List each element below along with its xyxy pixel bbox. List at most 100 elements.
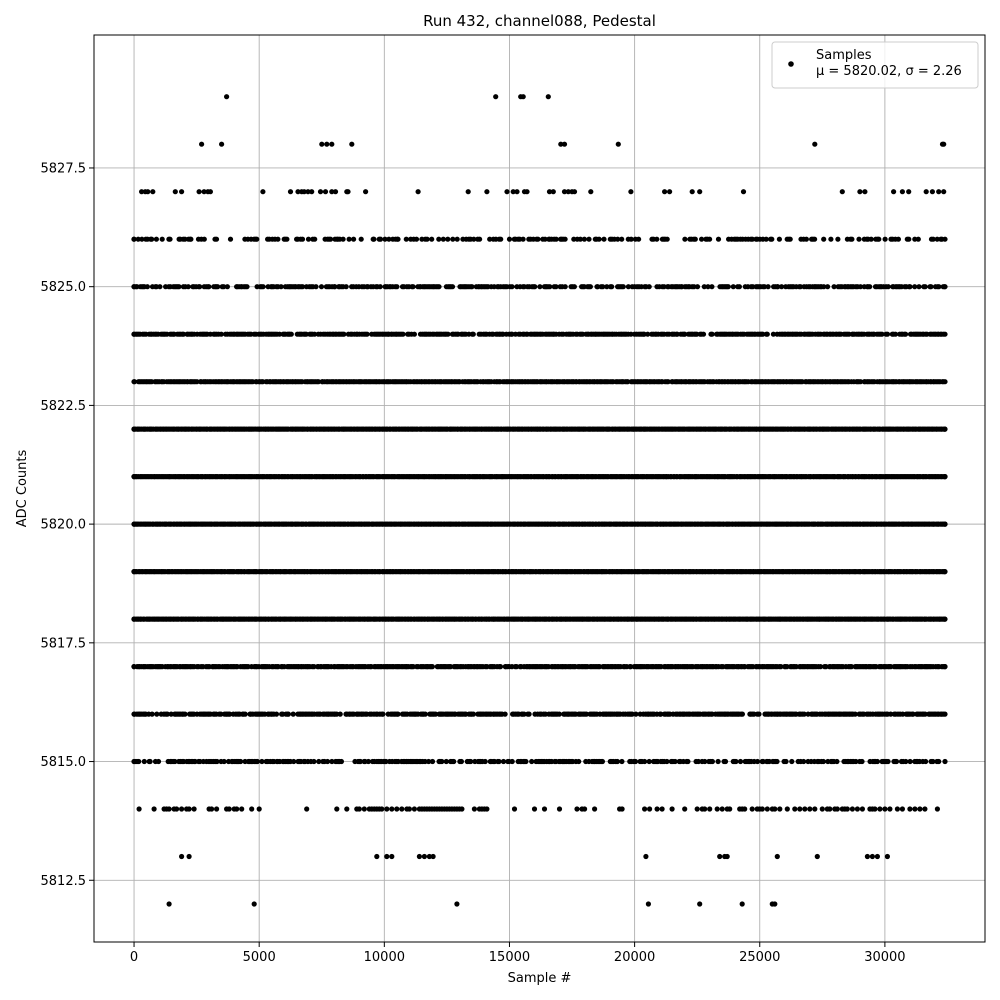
grid-layer — [94, 35, 985, 942]
sample-point — [739, 711, 746, 717]
sample-point — [772, 901, 778, 907]
sample-point — [643, 853, 649, 860]
sample-point — [583, 711, 590, 717]
sample-point — [754, 758, 761, 765]
sample-point — [227, 711, 233, 717]
sample-point — [470, 331, 476, 337]
sample-point — [742, 806, 748, 812]
sample-point — [942, 711, 948, 717]
sample-point — [151, 806, 157, 812]
sample-point — [814, 853, 820, 860]
sample-point — [374, 853, 380, 860]
sample-point — [218, 711, 224, 717]
sample-point — [733, 758, 739, 765]
sample-point — [273, 711, 280, 717]
sample-point — [191, 806, 197, 812]
sample-point — [709, 331, 715, 337]
sample-point — [166, 806, 172, 812]
sample-point — [433, 711, 439, 717]
sample-point — [131, 711, 137, 717]
sample-point — [942, 379, 948, 385]
sample-point — [669, 806, 675, 812]
sample-point — [749, 806, 755, 812]
sample-point — [848, 664, 855, 670]
sample-point — [759, 806, 765, 812]
sample-point — [659, 806, 665, 812]
samples-series — [131, 94, 948, 907]
sample-point — [802, 806, 808, 812]
sample-point — [411, 331, 417, 337]
sample-point — [502, 711, 508, 717]
sample-point — [556, 711, 562, 717]
sample-point — [526, 711, 532, 717]
sample-point — [399, 806, 405, 812]
sample-point — [290, 711, 296, 717]
sample-point — [942, 616, 948, 622]
sample-point — [817, 664, 824, 670]
sample-point — [614, 758, 621, 765]
sample-point — [852, 711, 858, 717]
sample-point — [778, 664, 784, 670]
sample-point — [214, 758, 220, 765]
sample-point — [344, 806, 350, 812]
sample-point — [694, 806, 700, 812]
sample-point — [459, 806, 465, 812]
sample-point — [792, 806, 798, 812]
sample-point — [164, 711, 170, 717]
sample-point — [700, 331, 707, 337]
sample-point — [337, 711, 343, 717]
sample-point — [789, 758, 795, 765]
sample-point — [497, 664, 504, 670]
sample-point — [834, 806, 840, 812]
sample-point — [714, 806, 720, 812]
sample-point — [820, 758, 827, 765]
sample-point — [389, 806, 395, 812]
sample-point — [672, 758, 678, 765]
sample-point — [936, 758, 942, 765]
sample-point — [179, 853, 185, 860]
sample-point — [166, 901, 172, 907]
sample-point — [777, 806, 783, 812]
sample-point — [291, 758, 297, 765]
sample-point — [774, 758, 780, 765]
sample-point — [922, 711, 928, 717]
sample-point — [471, 806, 477, 812]
sample-point — [361, 806, 367, 812]
sample-point — [426, 853, 432, 860]
sample-point — [737, 758, 744, 765]
sample-point — [887, 806, 893, 812]
sample-point — [619, 806, 625, 812]
sample-point — [907, 806, 913, 812]
sample-point — [756, 711, 762, 717]
sample-point — [131, 758, 137, 765]
sample-point — [380, 711, 386, 717]
sample-point — [186, 853, 192, 860]
sample-point — [541, 806, 548, 812]
sample-point — [511, 806, 518, 812]
sample-point — [131, 426, 137, 432]
sample-point — [411, 806, 417, 812]
sample-point — [422, 711, 428, 717]
sample-point — [154, 711, 160, 717]
sample-point — [421, 853, 427, 860]
sample-point — [869, 853, 876, 860]
sample-point — [727, 806, 733, 812]
sample-point — [394, 806, 400, 812]
sample-point — [907, 758, 913, 765]
sample-point — [717, 853, 723, 860]
sample-point — [400, 331, 406, 337]
sample-point — [899, 806, 906, 812]
sample-point — [239, 806, 245, 812]
sample-point — [182, 711, 188, 717]
sample-point — [311, 758, 317, 765]
sample-point — [556, 806, 563, 812]
sample-point — [209, 806, 215, 812]
sample-point — [629, 711, 635, 717]
sample-point — [468, 758, 474, 765]
sample-point — [259, 758, 265, 765]
sample-point — [242, 711, 248, 717]
sample-point — [807, 806, 813, 812]
sample-point — [877, 806, 883, 812]
sample-point — [496, 758, 502, 765]
sample-point — [131, 616, 137, 622]
